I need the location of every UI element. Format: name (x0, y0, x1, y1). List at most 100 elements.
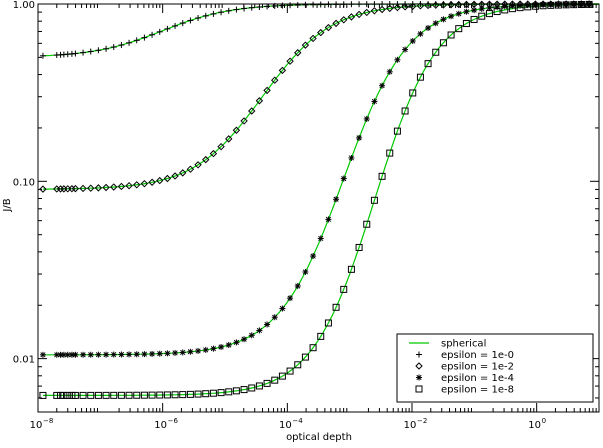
series-4-marker (508, 5, 516, 13)
series-1-marker (39, 52, 46, 59)
series-1-marker (72, 50, 79, 57)
series-2-marker (140, 179, 149, 188)
series-2-marker (179, 169, 187, 177)
series-4-marker (39, 391, 47, 399)
legend-label: epsilon = 1e-4 (441, 373, 514, 384)
series-2-marker (309, 34, 317, 43)
x-tick-label: 10 (30, 420, 43, 431)
series-4-marker (493, 8, 501, 16)
legend-label: epsilon = 1e-2 (441, 362, 514, 373)
series-4-marker (332, 303, 340, 311)
series-3-marker (425, 24, 432, 31)
spherical-curve-3 (42, 3, 599, 356)
series-4-marker (439, 39, 447, 47)
series-3-marker (310, 253, 317, 260)
series-2-marker (340, 16, 348, 24)
series-3-marker (218, 343, 225, 350)
series-1-marker (87, 48, 94, 55)
series-2-marker (317, 28, 325, 37)
series-3-marker (371, 98, 378, 105)
series-4-marker (271, 376, 279, 384)
series-4-marker (363, 220, 371, 228)
series-4-marker (409, 89, 417, 97)
series-2-marker (133, 181, 141, 189)
axes-layer: 10 −8 10 −6 10 −4 10 −2 10 00.010.101.00 (13, 0, 600, 431)
series-4-marker (217, 389, 225, 397)
series-2-marker (301, 41, 310, 49)
series-2-marker (171, 172, 179, 180)
series-4-marker (547, 1, 555, 9)
series-3-marker (156, 350, 163, 357)
series-3-marker (256, 327, 263, 334)
series-4-marker (263, 379, 271, 387)
series-4-marker (53, 391, 61, 399)
series-3-marker (210, 345, 217, 352)
series-4-marker (432, 48, 440, 56)
series-2-marker (194, 161, 202, 169)
series-4-marker (324, 319, 332, 327)
series-2-marker (102, 183, 110, 192)
series-4-marker (470, 15, 478, 23)
series-4-marker (286, 367, 294, 375)
series-3-marker (118, 351, 125, 358)
series-1-marker (310, 1, 317, 8)
series-4-marker (64, 391, 72, 399)
series-4-marker (255, 382, 263, 390)
series-4-marker (539, 2, 547, 10)
series-2-marker (255, 97, 264, 105)
legend-label: spherical (441, 339, 486, 350)
series-3-marker (164, 350, 171, 357)
series-1-marker (317, 1, 324, 8)
series-2-marker (56, 185, 65, 193)
series-4-marker (355, 243, 363, 251)
series-4-marker (424, 60, 432, 68)
legend-label: epsilon = 1e-0 (441, 350, 514, 361)
series-2-marker (416, 2, 425, 10)
series-1-marker (210, 10, 217, 17)
series-3-marker (340, 175, 347, 182)
series-2-marker (409, 2, 417, 10)
series-3-marker (103, 351, 110, 358)
series-2-marker (294, 49, 302, 57)
series-4-marker (393, 127, 401, 135)
legend-box (396, 333, 594, 403)
series-3-marker (448, 13, 455, 20)
series-2-marker (286, 57, 294, 65)
series-3-marker (379, 82, 386, 89)
series-4-marker (301, 353, 309, 361)
series-4-marker (378, 172, 386, 180)
series-3-marker (95, 351, 102, 358)
series-4-marker (148, 391, 156, 399)
series-4-marker (156, 391, 164, 399)
x-tick-exponent: −8 (43, 417, 53, 425)
series-4-marker (577, 1, 585, 9)
series-3-marker (317, 235, 324, 242)
x-tick-label: 10 (154, 420, 167, 431)
series-4-marker (102, 391, 110, 399)
series-1-marker (103, 45, 110, 52)
series-2-marker (355, 10, 363, 19)
series-3-marker (471, 7, 478, 14)
series-3-marker (386, 68, 393, 75)
series-4-marker (60, 391, 68, 399)
series-1-marker (149, 31, 156, 38)
series-3-marker (87, 351, 94, 358)
series-3-marker (53, 351, 60, 358)
series-1-marker (80, 49, 87, 56)
series-4-marker (125, 391, 133, 399)
series-1-marker (172, 22, 179, 29)
series-1-marker (195, 15, 202, 22)
series-4-marker (71, 391, 79, 399)
series-4-marker (87, 391, 95, 399)
series-3-marker (179, 349, 186, 356)
series-3-marker (195, 347, 202, 354)
legend-marker-square (415, 385, 423, 393)
series-3-marker (455, 10, 462, 17)
series-3-marker (248, 332, 255, 339)
series-4-marker (401, 107, 409, 115)
series-4-marker (163, 391, 171, 399)
series-2-marker (217, 142, 225, 151)
series-3-marker (271, 314, 278, 321)
y-axis-title: J/B (2, 198, 13, 212)
